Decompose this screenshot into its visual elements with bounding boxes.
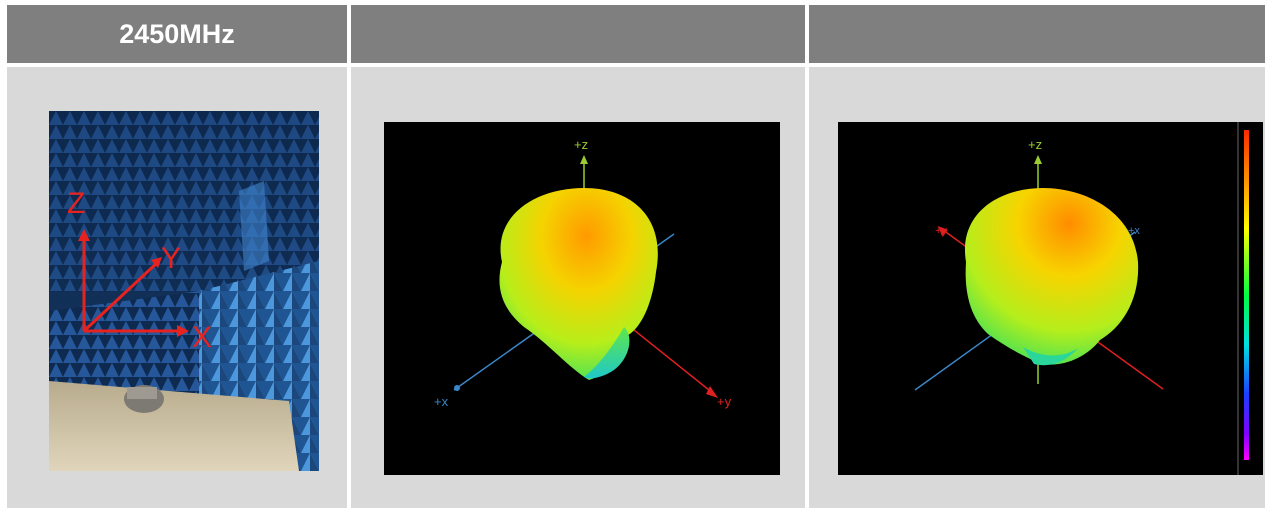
header-cell-frequency: 2450MHz	[7, 5, 347, 63]
measurement-table: 2450MHz	[7, 5, 1265, 508]
view1-axis-z-label: +z	[574, 137, 588, 152]
view2-axis-x-label: +x	[1128, 225, 1140, 237]
photo-axis-y-label: Y	[161, 242, 181, 275]
pattern-cell-1: +z +x +y	[351, 67, 805, 508]
view2-axis-z-label: +z	[1028, 137, 1042, 152]
frequency-label: 2450MHz	[119, 19, 235, 49]
radiation-pattern-view-1: +z +x +y	[384, 122, 780, 475]
view1-axis-y-label: +y	[717, 394, 732, 409]
radiation-pattern-svg-1: +z +x +y	[434, 137, 732, 409]
photo-axis-z-label: Z	[67, 187, 85, 220]
radiation-pattern-view-2: +z +y +x	[838, 122, 1263, 475]
view1-axis-x-label: +x	[434, 394, 449, 409]
chamber-photo: Z Y X	[49, 111, 319, 471]
header-cell-3	[809, 5, 1265, 63]
color-scale-bar	[1244, 130, 1249, 460]
photo-cell: Z Y X	[7, 67, 347, 508]
radiation-pattern-svg-2: +z +y +x	[914, 122, 1263, 475]
chamber-photo-image: Z Y X	[49, 111, 319, 471]
header-cell-2	[351, 5, 805, 63]
view2-axis-y-label: +y	[935, 225, 947, 237]
pattern-cell-2: +z +y +x	[809, 67, 1265, 508]
photo-axis-x-label: X	[192, 321, 212, 354]
